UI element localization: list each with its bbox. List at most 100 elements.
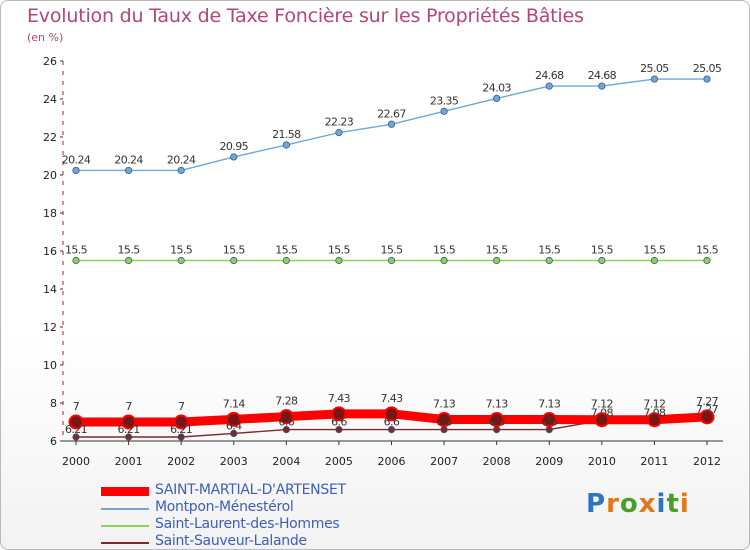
- data-point: [230, 429, 238, 437]
- data-point: [387, 256, 396, 265]
- data-point: [545, 256, 553, 265]
- data-label: 7.12: [643, 398, 665, 411]
- data-point: [124, 166, 133, 175]
- x-tick-label: 2006: [378, 455, 406, 468]
- legend-swatch: [101, 525, 149, 527]
- data-point: [230, 256, 238, 265]
- legend-swatch: [101, 542, 149, 544]
- logo-letter: i: [656, 489, 667, 519]
- x-tick-label: 2001: [115, 455, 143, 468]
- y-tick-label: 20: [43, 169, 57, 182]
- data-label: 20.24: [114, 153, 143, 166]
- data-label: 21.58: [272, 128, 301, 141]
- data-point: [650, 75, 659, 83]
- logo-letter: r: [606, 489, 620, 519]
- data-label: 15.5: [170, 244, 193, 257]
- data-point: [335, 425, 343, 434]
- data-label: 25.05: [693, 62, 722, 75]
- data-label: 15.5: [118, 244, 141, 257]
- y-unit-label: (en %): [27, 31, 64, 44]
- x-tick-label: 2010: [588, 455, 616, 468]
- data-label: 7.13: [538, 398, 561, 411]
- data-label: 15.5: [223, 244, 246, 257]
- data-point: [646, 412, 662, 428]
- data-point: [598, 82, 606, 90]
- data-label: 7: [125, 400, 132, 413]
- legend-label: Saint-Sauveur-Lalande: [155, 533, 307, 549]
- data-label: 7.14: [223, 397, 246, 410]
- data-point: [177, 256, 185, 265]
- legend-swatch: [101, 508, 149, 510]
- data-label: 7.12: [591, 398, 613, 411]
- data-label: 6.21: [170, 423, 192, 436]
- data-label: 25.05: [640, 62, 669, 75]
- data-label: 15.5: [380, 244, 403, 257]
- data-label: 24.03: [482, 81, 511, 94]
- data-label: 7.13: [486, 398, 509, 411]
- y-tick-label: 6: [50, 435, 57, 448]
- legend-swatch: [101, 487, 149, 496]
- data-label: 6.6: [489, 416, 505, 429]
- data-label: 7.43: [380, 392, 403, 405]
- data-point: [68, 414, 84, 430]
- logo-letter: o: [619, 489, 639, 519]
- x-tick-label: 2012: [693, 455, 721, 468]
- data-label: 23.35: [430, 94, 459, 107]
- series-saint-martial-d-artenset: [68, 406, 715, 430]
- series-saint-laurent-des-hommes: [72, 256, 711, 265]
- data-point: [387, 120, 396, 128]
- x-tick-label: 2005: [325, 455, 353, 468]
- logo-letter: t: [666, 489, 680, 519]
- x-tick-label: 2003: [220, 455, 248, 468]
- data-label: 15.5: [486, 244, 509, 257]
- data-label: 15.5: [65, 244, 88, 257]
- legend-label: Saint-Laurent-des-Hommes: [155, 516, 340, 532]
- data-point: [703, 256, 711, 265]
- data-label: 20.24: [62, 153, 91, 166]
- data-label: 20.24: [167, 153, 196, 166]
- y-tick-label: 16: [43, 245, 57, 258]
- data-label: 6.6: [331, 416, 347, 429]
- data-label: 6.6: [384, 416, 400, 429]
- data-point: [384, 406, 399, 422]
- data-label: 24.68: [588, 69, 617, 82]
- data-label: 22.23: [325, 116, 354, 129]
- data-label: 20.95: [220, 140, 249, 153]
- series-layer: [68, 75, 715, 441]
- data-point: [545, 82, 553, 90]
- data-point: [72, 433, 80, 441]
- y-tick-label: 10: [43, 359, 57, 372]
- data-label: 7.27: [696, 403, 719, 416]
- data-point: [278, 409, 294, 425]
- data-label: 15.5: [328, 244, 351, 257]
- data-point: [489, 412, 505, 428]
- data-point: [703, 75, 711, 83]
- data-label: 6.21: [65, 423, 87, 436]
- data-point: [440, 256, 448, 265]
- data-point: [230, 153, 238, 161]
- logo-letter: i: [679, 489, 690, 519]
- data-label: 15.5: [643, 244, 666, 257]
- data-label: 7.43: [328, 392, 351, 405]
- data-point: [124, 433, 133, 441]
- x-tick-label: 2009: [535, 455, 563, 468]
- data-point: [72, 256, 80, 265]
- series-montpon-m-nest-rol: [72, 75, 711, 175]
- data-label: 6.21: [118, 423, 140, 436]
- data-point: [226, 411, 242, 427]
- data-label: 6.6: [436, 416, 452, 429]
- data-point: [124, 256, 133, 265]
- data-point: [173, 414, 189, 430]
- data-point: [331, 406, 347, 422]
- axes: 6 8 10 12 14 16 18 20 22 24 26 2000 2001 2002 2003 2004…: [43, 55, 723, 468]
- data-labels: 6.21 6.21 6.21 6.4 6.6 6.6 6.6 6.6 6.6 6.6 7.08 7.0…: [62, 62, 723, 436]
- y-tick-label: 18: [43, 207, 57, 220]
- data-point: [121, 414, 137, 430]
- x-tick-label: 2007: [430, 455, 458, 468]
- data-point: [541, 412, 557, 428]
- data-label: 7.08: [591, 406, 614, 419]
- y-tick-label: 8: [50, 397, 57, 410]
- data-label: 15.5: [538, 244, 561, 257]
- data-label: 6.4: [226, 419, 242, 432]
- data-point: [699, 409, 715, 425]
